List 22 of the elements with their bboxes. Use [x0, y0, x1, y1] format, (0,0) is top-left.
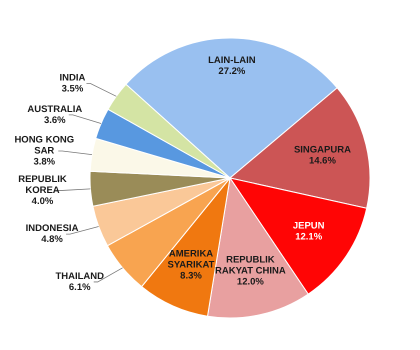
- data-label: 12.1%: [295, 232, 323, 243]
- data-label: 4.8%: [41, 234, 64, 246]
- data-label: 3.8%: [33, 156, 56, 168]
- slice-label: AMERIKA SYARIKAT: [168, 248, 215, 270]
- slice-label: JEPUN: [292, 220, 325, 232]
- slice-label: REPUBLIK RAKYAT CHINA: [215, 254, 286, 277]
- data-label: 6.1%: [68, 282, 92, 293]
- slice-label: LAIN-LAIN: [208, 55, 256, 66]
- slice-label: SINGAPURA: [294, 144, 352, 156]
- data-label: 4.0%: [32, 196, 54, 208]
- data-label: 8.3%: [180, 270, 202, 282]
- data-label: 3.6%: [44, 114, 66, 126]
- data-label: 12.0%: [236, 276, 264, 288]
- data-label: 14.6%: [308, 155, 336, 166]
- slice-label: INDONESIA: [26, 223, 79, 234]
- data-label: 3.5%: [62, 83, 84, 94]
- slice-label: INDIA: [60, 72, 86, 84]
- data-label: 27.2%: [218, 66, 246, 78]
- slice-label: HONG KONG SAR: [14, 134, 74, 156]
- slice-label: AUSTRALIA: [27, 104, 82, 115]
- slice-label: REPUBLIK KOREA: [18, 174, 67, 196]
- slice-label: THAILAND: [55, 270, 104, 282]
